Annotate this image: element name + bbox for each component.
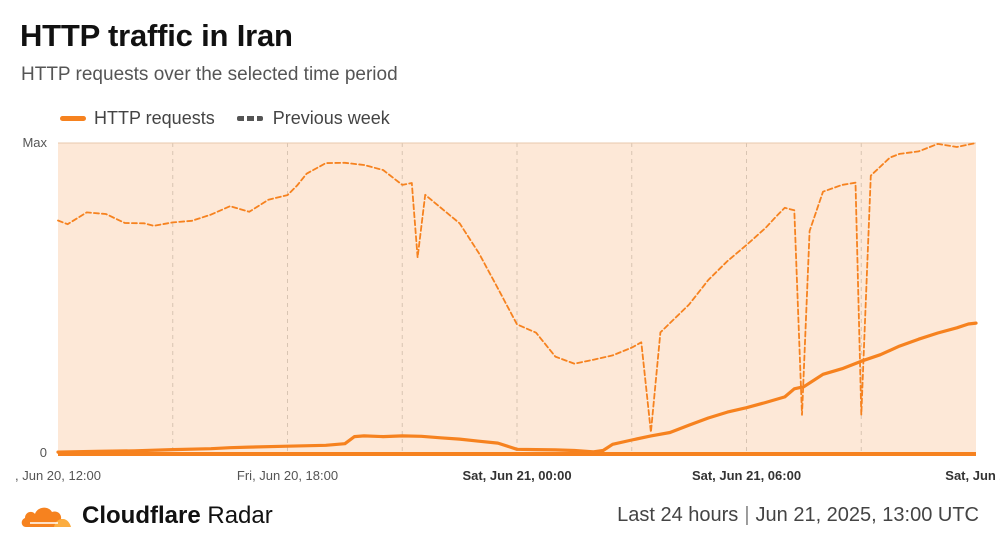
cloudflare-cloud-icon [21,507,71,527]
legend-item-previous-week[interactable]: Previous week [236,108,390,129]
x-tick-label: , Jun 20, 12:00 [15,468,101,483]
chart-legend: HTTP requests Previous week [60,108,412,129]
legend-swatch-dashed [236,116,263,121]
cloudflare-radar-logo[interactable]: Cloudflare Radar [20,502,273,530]
series-line-http-requests [56,321,978,454]
time-range-info: Last 24 hours | Jun 21, 2025, 13:00 UTC [617,504,979,527]
y-tick-label-max: Max [22,135,47,150]
x-tick-label: Sat, Jun 21, 00:00 [462,468,571,483]
time-range-date: Jun 21, 2025, 13:00 UTC [755,504,979,526]
page-title: HTTP traffic in Iran [20,18,293,53]
legend-item-http-requests[interactable]: HTTP requests [60,108,215,129]
time-range-label: Last 24 hours [617,504,739,526]
legend-label-previous-week: Previous week [272,108,390,128]
brand-name-bold: Cloudflare [82,502,201,529]
series-line-previous-week [57,142,977,434]
x-tick-label: Sat, Jun 2 [945,468,1000,483]
brand-name-regular: Radar [207,502,273,529]
y-tick-label-zero: 0 [40,445,47,460]
legend-label-http-requests: HTTP requests [94,108,215,128]
time-range-separator: | [744,504,750,526]
x-tick-label: Fri, Jun 20, 18:00 [237,468,338,483]
page-subtitle: HTTP requests over the selected time per… [21,64,398,85]
x-tick-label: Sat, Jun 21, 06:00 [692,468,801,483]
brand-name: Cloudflare Radar [82,502,273,530]
legend-swatch-solid [60,116,86,121]
